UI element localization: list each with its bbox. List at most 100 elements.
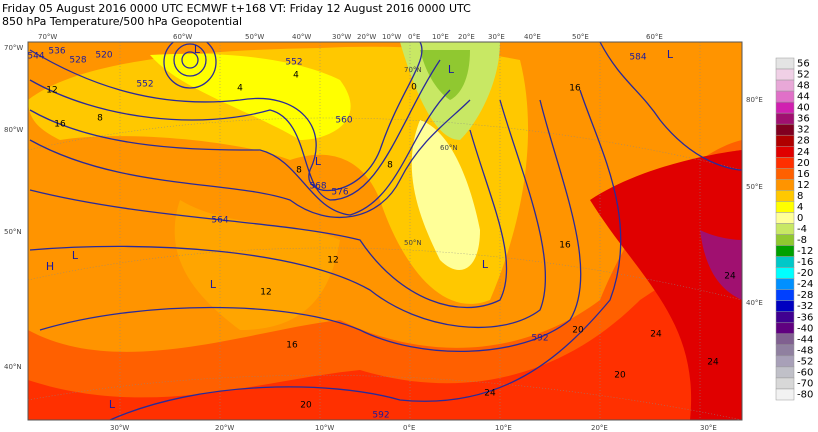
bottom-label: 10°E bbox=[495, 424, 512, 432]
legend-label: -70 bbox=[797, 378, 813, 389]
legend-label: -60 bbox=[797, 367, 813, 378]
legend-label: -52 bbox=[797, 356, 813, 367]
pressure-center: L bbox=[448, 63, 455, 76]
temperature-field bbox=[420, 50, 470, 100]
top-label: 30°W bbox=[332, 33, 351, 41]
left-label: 40°N bbox=[4, 363, 22, 371]
pressure-center: L bbox=[109, 398, 116, 411]
temperature-label: 16 bbox=[286, 341, 298, 351]
legend-label: -48 bbox=[797, 345, 813, 356]
top-label: 70°W bbox=[38, 33, 57, 41]
geopotential-label: 592 bbox=[372, 411, 389, 421]
legend-swatch bbox=[775, 344, 795, 357]
right-label: 80°E bbox=[746, 96, 763, 104]
temperature-label: 4 bbox=[237, 84, 243, 94]
geopotential-label: 544 bbox=[27, 52, 44, 62]
geopotential-label: 520 bbox=[95, 51, 112, 61]
temperature-label: 20 bbox=[300, 401, 312, 411]
legend-swatch bbox=[775, 267, 795, 279]
geopotential-label: 552 bbox=[285, 58, 302, 68]
map: 544 536 528 520 552 552 560 568 576 564 … bbox=[27, 42, 742, 421]
legend-swatch bbox=[775, 289, 795, 301]
top-label: 60°W bbox=[173, 33, 192, 41]
legend-swatch bbox=[775, 377, 795, 390]
legend-label: 36 bbox=[797, 114, 810, 125]
temperature-label: 24 bbox=[707, 358, 719, 368]
legend-label: -12 bbox=[797, 246, 813, 257]
right-label: 40°E bbox=[746, 299, 763, 307]
temperature-label: 16 bbox=[559, 241, 571, 251]
legend: 565248444036322824201612840-4-8-12-16-20… bbox=[775, 57, 813, 401]
temperature-label: 0 bbox=[411, 83, 417, 93]
temperature-label: 20 bbox=[572, 326, 584, 336]
legend-label: -40 bbox=[797, 323, 813, 334]
legend-swatch bbox=[775, 355, 795, 368]
bottom-label: 0°E bbox=[403, 424, 415, 432]
top-label: 50°E bbox=[572, 33, 589, 41]
bottom-label: 30°W bbox=[110, 424, 129, 432]
bottom-label: 20°E bbox=[591, 424, 608, 432]
legend-swatch bbox=[775, 190, 795, 202]
legend-label: 0 bbox=[797, 213, 803, 224]
left-label: 80°W bbox=[4, 126, 23, 134]
pressure-center: H bbox=[46, 260, 54, 273]
geopotential-label: 536 bbox=[48, 47, 65, 57]
legend-label: -44 bbox=[797, 334, 813, 345]
temperature-label: 8 bbox=[97, 114, 103, 124]
header-line: Friday 05 August 2016 0000 UTC ECMWF t+1… bbox=[2, 2, 471, 15]
temperature-field bbox=[28, 140, 742, 420]
top-label: 20°E bbox=[458, 33, 475, 41]
legend-swatch bbox=[775, 168, 795, 180]
legend-swatch bbox=[775, 68, 795, 81]
top-label: 10°E bbox=[432, 33, 449, 41]
legend-swatch bbox=[775, 333, 795, 346]
top-label: 40°W bbox=[292, 33, 311, 41]
temperature-label: 16 bbox=[569, 84, 581, 94]
legend-label: 8 bbox=[797, 191, 803, 202]
top-label: 20°W bbox=[357, 33, 376, 41]
temperature-label: 8 bbox=[296, 166, 302, 176]
legend-swatch bbox=[775, 146, 795, 158]
geopotential-label: 560 bbox=[335, 116, 352, 126]
pressure-center: L bbox=[482, 258, 489, 271]
legend-swatch bbox=[775, 388, 795, 401]
top-label: 50°W bbox=[245, 33, 264, 41]
geopotential-label: 568 bbox=[309, 182, 326, 192]
legend-label: -20 bbox=[797, 268, 813, 279]
temperature-label: 16 bbox=[54, 120, 66, 130]
pressure-center: L bbox=[72, 249, 79, 262]
geopotential-label: 576 bbox=[331, 188, 348, 198]
legend-label: 12 bbox=[797, 180, 810, 191]
top-label: 0°E bbox=[408, 33, 420, 41]
header-line: 850 hPa Temperature/500 hPa Geopotential bbox=[2, 15, 242, 28]
legend-swatch bbox=[775, 322, 795, 335]
legend-label: 28 bbox=[797, 136, 810, 147]
legend-swatch bbox=[775, 179, 795, 191]
legend-label: 20 bbox=[797, 158, 810, 169]
legend-swatch bbox=[775, 256, 795, 268]
legend-label: -24 bbox=[797, 279, 813, 290]
legend-label: 48 bbox=[797, 81, 810, 92]
legend-swatch bbox=[775, 201, 795, 213]
temperature-field bbox=[700, 230, 742, 300]
legend-label: 40 bbox=[797, 103, 810, 114]
temperature-label: 4 bbox=[293, 71, 299, 81]
temperature-label: 24 bbox=[484, 389, 496, 399]
legend-swatch bbox=[775, 123, 795, 136]
legend-label: -4 bbox=[797, 224, 807, 235]
geopotential-label: 592 bbox=[531, 334, 548, 344]
legend-label: 4 bbox=[797, 202, 803, 213]
bottom-label: 20°W bbox=[215, 424, 234, 432]
geopotential-label: 584 bbox=[629, 53, 646, 63]
geopotential-label: 564 bbox=[211, 216, 228, 226]
temperature-field bbox=[590, 150, 742, 420]
legend-swatch bbox=[775, 234, 795, 246]
inner-label: 60°N bbox=[440, 144, 458, 152]
inner-label: 50°N bbox=[404, 239, 422, 247]
pressure-center: L bbox=[210, 278, 217, 291]
bottom-label: 30°E bbox=[700, 424, 717, 432]
temperature-field bbox=[28, 46, 529, 304]
legend-swatch bbox=[775, 157, 795, 169]
pressure-center: L bbox=[194, 43, 201, 56]
